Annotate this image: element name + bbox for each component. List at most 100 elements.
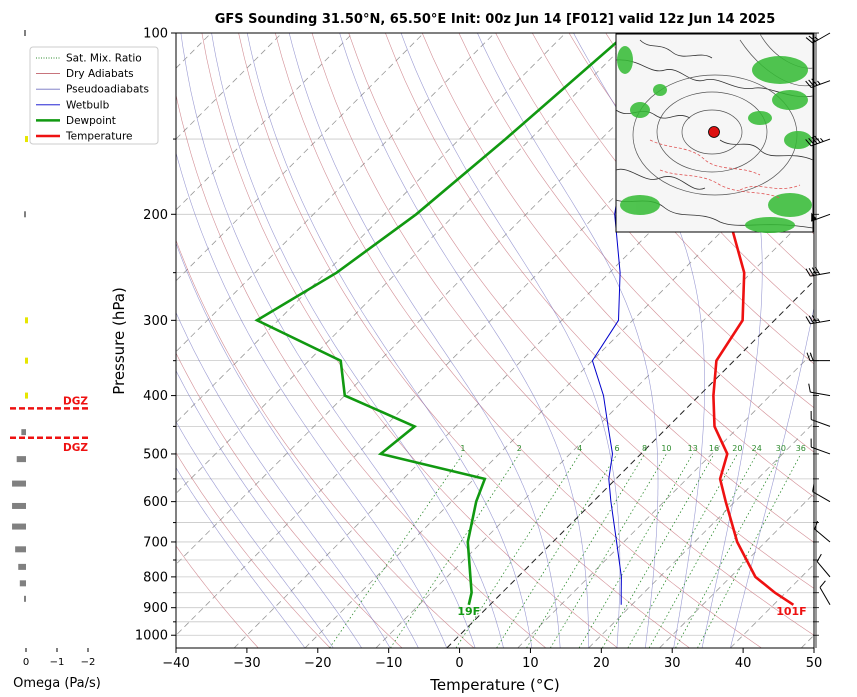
x-tick-label: −10 (375, 656, 402, 671)
dry-adiabats (176, 33, 857, 648)
mixing-ratio-line (526, 453, 645, 648)
barb-full (810, 438, 812, 448)
pseudoadiabat (400, 33, 621, 648)
isotherm-line (588, 422, 814, 648)
omega-bar (12, 523, 26, 530)
isotherm-line (517, 351, 814, 648)
omega-bar (25, 357, 28, 364)
wind-barb (806, 352, 830, 362)
pseudoadiabat (339, 33, 589, 648)
pseudoadiabat (176, 242, 419, 648)
isotherm-line (176, 33, 566, 424)
x-axis-label: Temperature (°C) (429, 676, 559, 694)
isotherm-line (176, 33, 283, 140)
omega-bar (12, 502, 26, 509)
legend-label: Dry Adiabats (66, 68, 134, 80)
x-tick-label: 0 (455, 656, 463, 671)
omega-axis-ticks: 0 −1 −2 (23, 648, 95, 668)
series-dewpoint (254, 33, 629, 606)
barb-staff (811, 80, 831, 88)
dgz-label: DGZ (63, 395, 88, 407)
surface-temperature-label: 101F (776, 605, 806, 618)
x-tick-label: 40 (735, 656, 752, 671)
mixing-ratio-label: 4 (577, 444, 582, 453)
map-precip-areas (617, 46, 812, 233)
mixing-ratio-line (697, 453, 802, 648)
pseudoadiabat (176, 369, 362, 648)
barb-pennant (811, 212, 817, 222)
mixing-ratio-label: 20 (732, 444, 742, 453)
mixing-ratio-label: 6 (615, 444, 620, 453)
dry-adiabat (421, 33, 814, 498)
barb-staff (812, 32, 831, 44)
barb-full (808, 315, 814, 324)
sounding-location-marker (708, 126, 720, 138)
mixing-ratio-label: 16 (709, 444, 719, 453)
x-axis-ticks: −40 −30 −20 −10 0 10 20 30 40 50 (162, 648, 822, 671)
dry-adiabat (201, 33, 618, 648)
wind-barb (805, 135, 831, 147)
mixing-ratio-labels: 1 2 4 6 8 10 13 16 20 24 30 36 (460, 444, 805, 453)
mixing-ratio-label: 1 (460, 444, 465, 453)
dry-adiabat (176, 352, 403, 648)
mixing-ratio-line (549, 453, 667, 648)
x-tick-label: 20 (593, 656, 610, 671)
omega-bar (19, 580, 26, 587)
legend-box (29, 46, 159, 145)
barb-full (811, 136, 818, 145)
dry-adiabat (311, 33, 814, 636)
mixing-ratio-label: 30 (776, 444, 786, 453)
barb-full (810, 411, 812, 420)
isotherm-line (176, 33, 708, 565)
y-tick-label: 700 (143, 535, 168, 550)
y-tick-label: 800 (143, 570, 168, 585)
isotherm-line (304, 138, 814, 648)
pseudoadiabat (176, 311, 391, 648)
wind-barbs (805, 32, 831, 648)
dry-adiabat (348, 33, 814, 589)
wind-barb (805, 315, 831, 325)
barb-full (805, 37, 813, 44)
barb-full (811, 267, 818, 276)
y-tick-label: 400 (143, 389, 168, 404)
isotherm-line (176, 33, 495, 353)
omega-tick-label: 0 (23, 657, 29, 668)
barb-staff (811, 419, 831, 427)
y-tick-label: 100 (143, 27, 168, 42)
barb-full (806, 352, 811, 361)
legend-label: Wetbulb (66, 99, 110, 111)
omega-bar (24, 30, 26, 36)
pseudoadiabats (176, 33, 814, 648)
pseudoadiabat (180, 33, 476, 648)
y-axis-label: Pressure (hPa) (110, 287, 128, 395)
mixing-ratio-label: 10 (661, 444, 671, 453)
isotherm-line (176, 33, 425, 282)
wind-barb (812, 483, 831, 503)
x-tick-label: 30 (664, 656, 681, 671)
omega-tick-label: −1 (50, 657, 65, 668)
barb-staff (812, 491, 831, 503)
x-tick-label: 10 (522, 656, 539, 671)
dry-adiabat (495, 33, 814, 409)
barb-staff (811, 138, 831, 147)
y-tick-label: 1000 (135, 629, 168, 644)
mixing-ratio-label: 2 (517, 444, 522, 453)
barb-full (808, 267, 814, 276)
series-wetbulb (591, 33, 683, 605)
dry-adiabat (238, 33, 690, 648)
legend-label: Temperature (65, 131, 133, 143)
dry-adiabat (826, 33, 857, 648)
barb-full (814, 135, 821, 143)
y-tick-label: 900 (143, 601, 168, 616)
mixing-ratio-label: 13 (688, 444, 698, 453)
dry-adiabat (458, 33, 814, 453)
barb-full (805, 139, 812, 147)
barb-staff (816, 561, 831, 578)
barb-full (814, 520, 818, 530)
wind-barb (810, 411, 831, 427)
omega-bar (15, 546, 26, 553)
legend-label: Pseudoadiabats (66, 84, 149, 96)
dgz-label: DGZ (63, 442, 88, 454)
pseudoadiabat (477, 33, 659, 648)
